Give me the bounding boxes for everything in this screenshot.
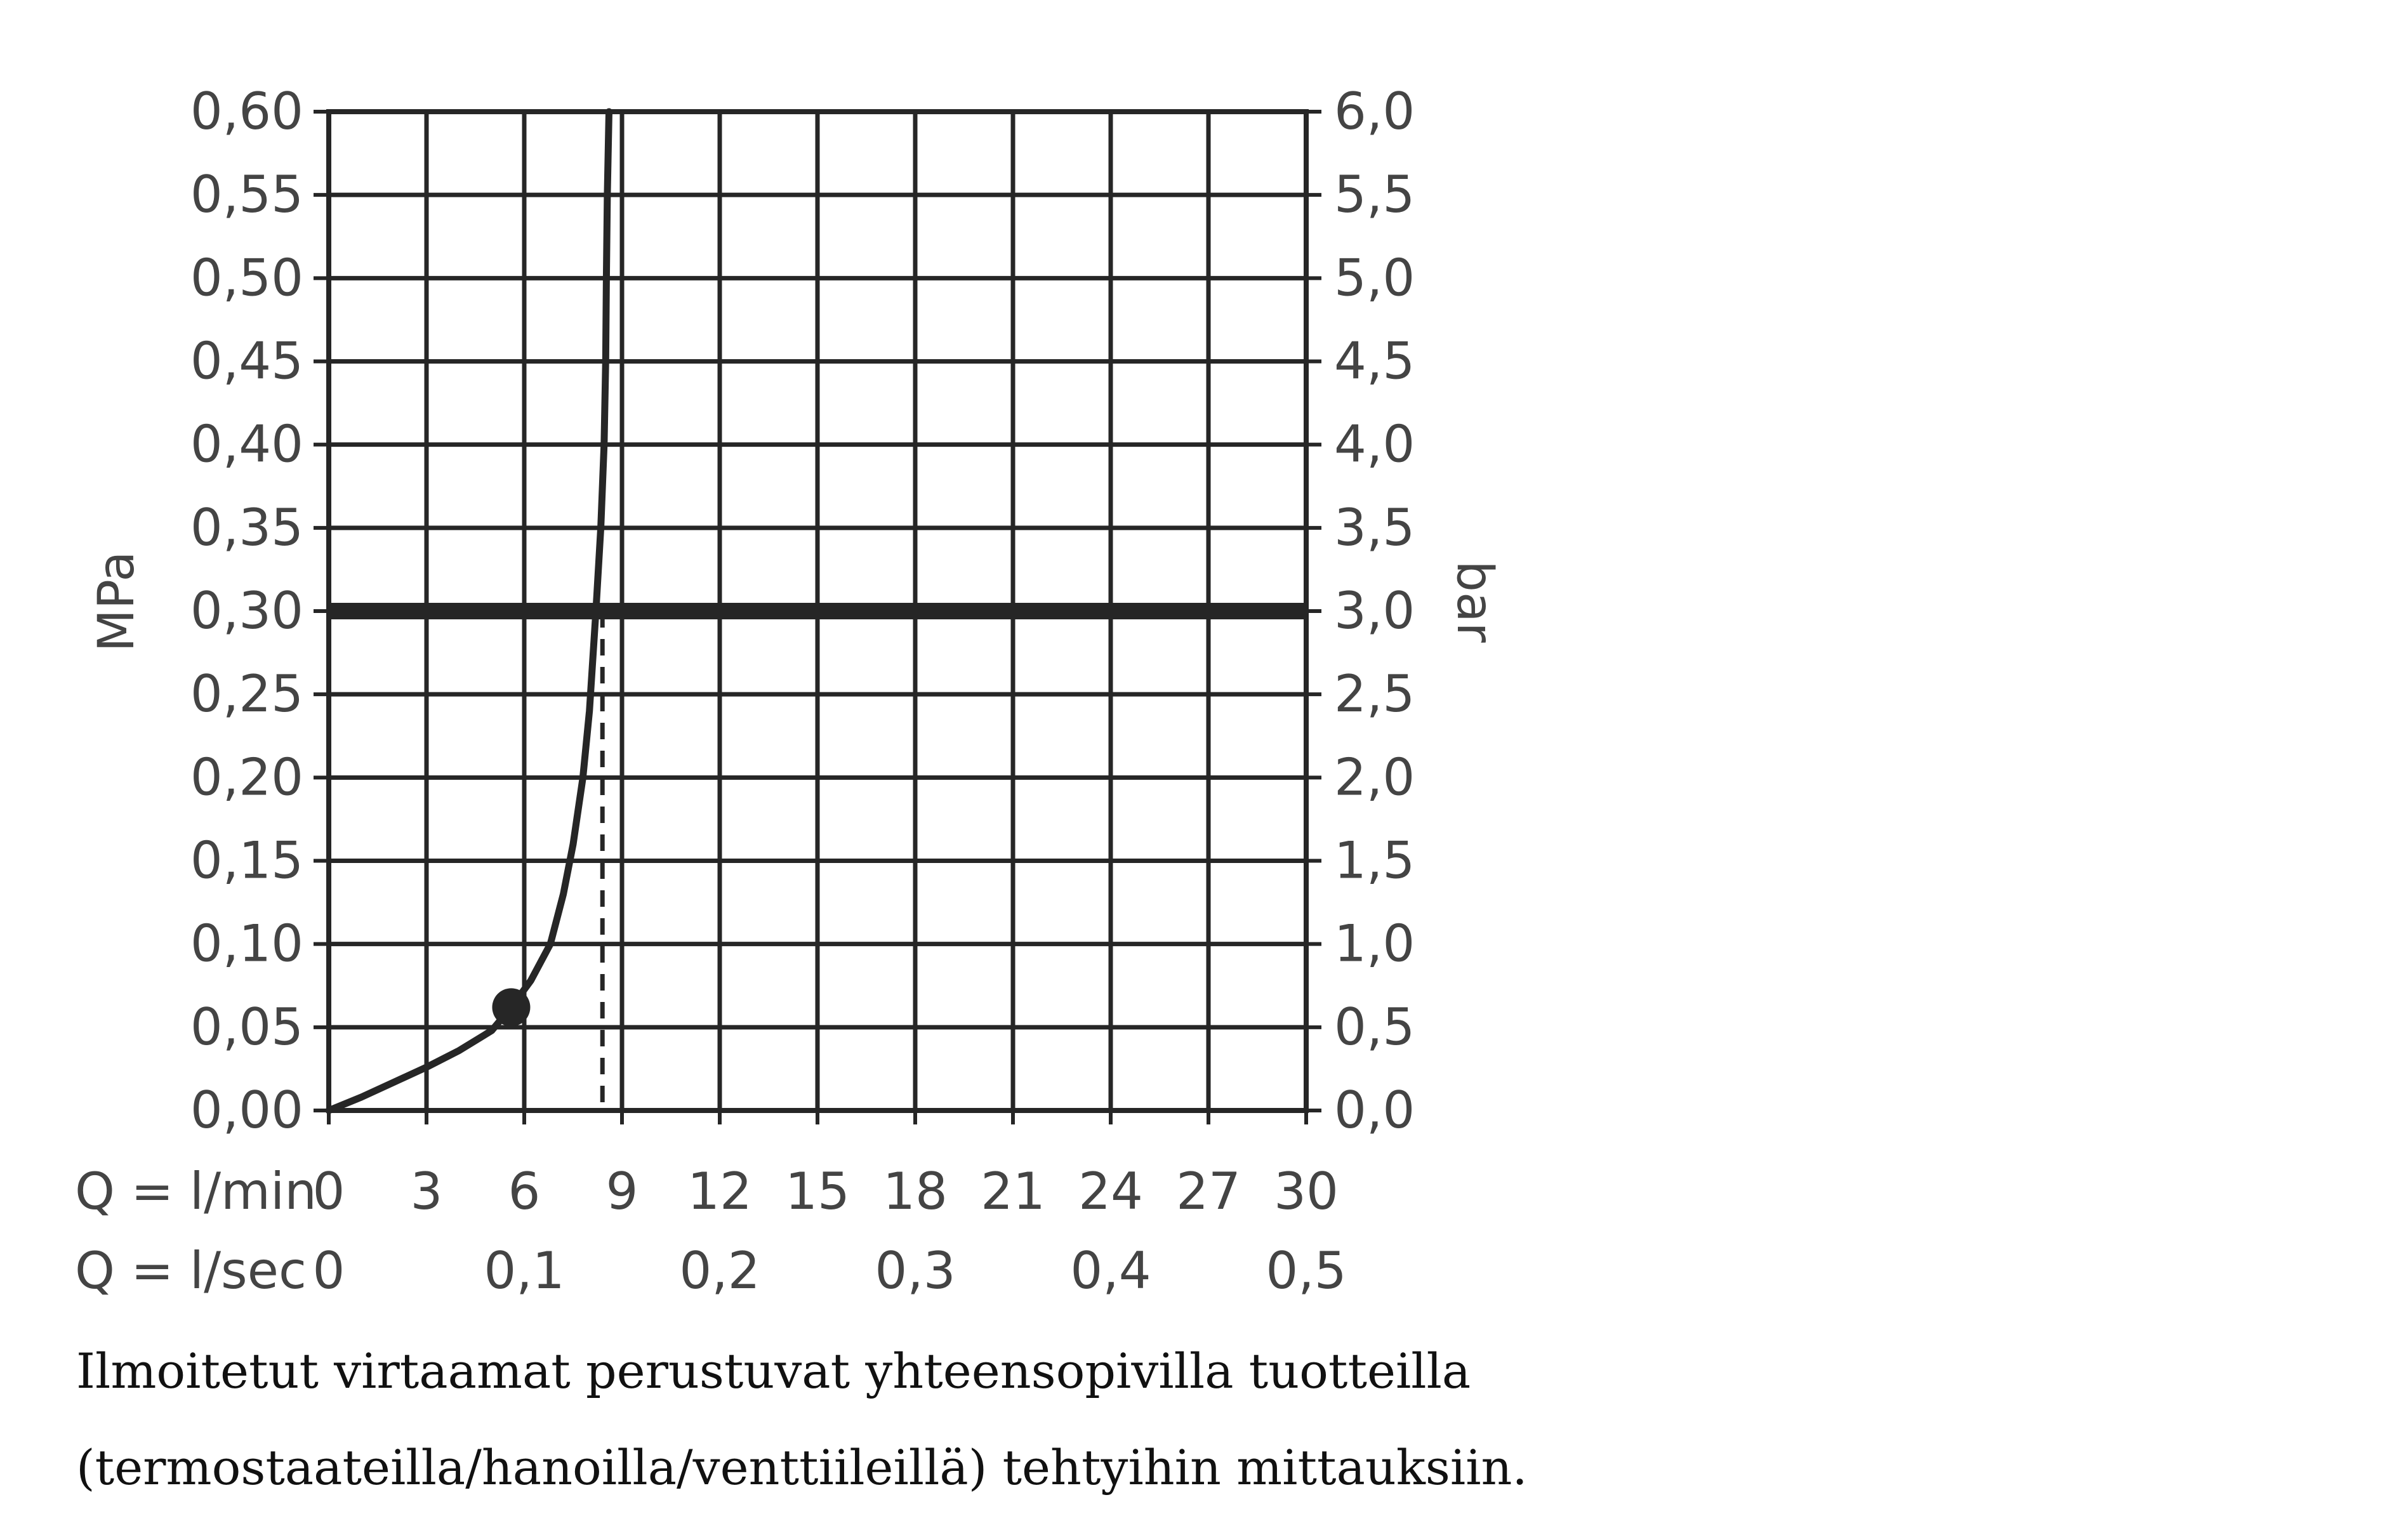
x-tick-label-min: 0 — [313, 1162, 345, 1221]
x-tick-label-min: 21 — [981, 1162, 1045, 1221]
y-tick-label-right: 6,0 — [1334, 82, 1415, 141]
y-tick-label-right: 5,0 — [1334, 248, 1415, 307]
y-axis-label-left: MPa — [88, 551, 145, 652]
y-tick-label-right: 3,5 — [1334, 498, 1415, 557]
x-tick-label-sec: 0,3 — [875, 1241, 955, 1300]
x-tick-label-sec: 0 — [313, 1241, 345, 1300]
tick-labels: 0,000,050,100,150,200,250,300,350,400,45… — [190, 82, 1415, 1300]
y-tick-label-right: 0,0 — [1334, 1081, 1415, 1140]
x-tick-label-min: 30 — [1274, 1162, 1339, 1221]
x-tick-label-sec: 0,2 — [679, 1241, 760, 1300]
flow-pressure-chart: 0,000,050,100,150,200,250,300,350,400,45… — [75, 82, 1503, 1300]
y-tick-label-left: 0,30 — [190, 581, 303, 640]
x-tick-label-sec: 0,4 — [1070, 1241, 1151, 1300]
y-tick-label-right: 2,5 — [1334, 664, 1415, 723]
y-tick-label-left: 0,40 — [190, 415, 303, 474]
y-tick-label-left: 0,15 — [190, 831, 303, 890]
reference-lines — [329, 603, 1306, 1110]
flow-curve — [325, 108, 612, 1114]
y-tick-label-left: 0,60 — [190, 82, 303, 141]
y-tick-label-right: 0,5 — [1334, 998, 1415, 1057]
x-tick-label-sec: 0,5 — [1266, 1241, 1346, 1300]
y-tick-label-left: 0,25 — [190, 664, 303, 723]
y-tick-label-right: 3,0 — [1334, 581, 1415, 640]
y-tick-label-right: 1,0 — [1334, 914, 1415, 973]
x-tick-label-min: 9 — [606, 1162, 638, 1221]
y-axis-label-right: bar — [1446, 560, 1503, 643]
y-tick-label-right: 5,5 — [1334, 165, 1415, 224]
x-axis-label-sec: Q = l/sec — [75, 1241, 307, 1300]
y-tick-label-right: 2,0 — [1334, 748, 1415, 807]
operating-point-marker — [492, 988, 531, 1027]
x-tick-label-min: 27 — [1176, 1162, 1241, 1221]
series — [325, 108, 612, 1114]
x-tick-label-min: 24 — [1078, 1162, 1143, 1221]
caption: Ilmoitetut virtaamat perustuvat yhteenso… — [76, 1343, 1528, 1496]
x-tick-label-min: 15 — [785, 1162, 850, 1221]
x-axis-label-min: Q = l/min — [75, 1162, 317, 1221]
y-tick-label-left: 0,05 — [190, 998, 303, 1057]
x-tick-label-min: 6 — [508, 1162, 541, 1221]
y-tick-label-right: 4,0 — [1334, 415, 1415, 474]
x-tick-label-min: 3 — [411, 1162, 443, 1221]
y-tick-label-right: 4,5 — [1334, 332, 1415, 391]
y-tick-label-left: 0,50 — [190, 248, 303, 307]
y-tick-label-right: 1,5 — [1334, 831, 1415, 890]
x-tick-label-sec: 0,1 — [484, 1241, 564, 1300]
y-tick-label-left: 0,20 — [190, 748, 303, 807]
y-tick-label-left: 0,10 — [190, 914, 303, 973]
y-tick-label-left: 0,35 — [190, 498, 303, 557]
y-tick-label-left: 0,00 — [190, 1081, 303, 1140]
x-tick-label-min: 18 — [883, 1162, 948, 1221]
x-tick-label-min: 12 — [687, 1162, 752, 1221]
y-tick-label-left: 0,45 — [190, 332, 303, 391]
y-tick-label-left: 0,55 — [190, 165, 303, 224]
